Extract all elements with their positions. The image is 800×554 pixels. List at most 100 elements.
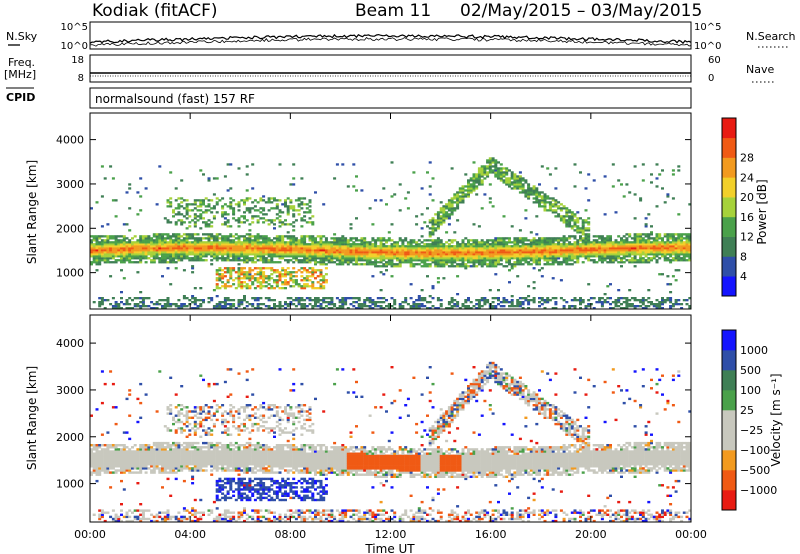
power-cell (289, 273, 293, 276)
power-cell (141, 253, 145, 256)
velocity-cell (90, 450, 93, 453)
power-cell (472, 161, 476, 164)
power-cell (103, 177, 107, 180)
power-cell (385, 253, 388, 256)
power-cell (180, 201, 184, 204)
power-cell (133, 249, 137, 252)
power-cell (639, 251, 643, 254)
power-cell (174, 245, 178, 248)
power-cell (349, 243, 353, 246)
power-cell (90, 207, 93, 210)
power-cell (548, 299, 552, 302)
power-cell (240, 283, 244, 286)
power-cell (193, 259, 197, 262)
power-cell (346, 255, 350, 258)
power-cell (595, 301, 599, 304)
power-cell (199, 299, 203, 302)
power-cell (324, 243, 328, 246)
power-cell (251, 217, 255, 220)
power-cell (122, 257, 126, 260)
power-cell (229, 253, 233, 256)
power-cell (529, 253, 533, 256)
power-cell (456, 247, 460, 250)
power-cell (551, 241, 555, 244)
power-cell (259, 199, 263, 202)
power-cell (111, 237, 115, 240)
power-cell (199, 303, 203, 306)
power-cell (513, 243, 517, 246)
power-cell (562, 235, 566, 238)
power-cell (494, 165, 498, 168)
power-cell (573, 235, 577, 238)
power-cell (636, 247, 640, 250)
power-cell (204, 255, 208, 258)
power-cell (486, 239, 490, 242)
power-cell (248, 245, 252, 248)
power-cell (510, 257, 514, 260)
power-cell (360, 241, 364, 244)
power-cell (469, 249, 473, 252)
power-cell (221, 237, 225, 240)
power-cell (109, 251, 113, 254)
power-cell (368, 249, 372, 252)
power-cell (215, 233, 219, 236)
power-cell (685, 245, 689, 248)
velocity-cell (141, 458, 145, 462)
power-cell (546, 259, 550, 262)
power-cell (256, 259, 260, 262)
power-cell (628, 259, 632, 262)
power-cell (663, 241, 667, 244)
power-cell (434, 245, 438, 248)
power-cell (259, 237, 263, 240)
power-cell (275, 217, 279, 220)
power-cell (314, 269, 317, 272)
power-cell (237, 203, 241, 206)
power-cell (521, 307, 525, 310)
velocity-cell (95, 471, 99, 474)
power-cell (398, 251, 402, 254)
power-cell (636, 239, 640, 242)
power-cell (215, 259, 219, 262)
power-cell (355, 307, 358, 310)
power-cell (262, 207, 266, 210)
power-cell (243, 203, 246, 206)
velocity-cell (120, 463, 123, 466)
power-cell (434, 243, 438, 246)
power-cell (412, 307, 416, 310)
power-cell (368, 247, 372, 250)
power-cell (232, 213, 236, 216)
velocity-cell (98, 473, 102, 476)
power-cell (136, 305, 140, 308)
power-cell (546, 297, 550, 300)
power-cell (374, 199, 378, 202)
power-cell (221, 259, 225, 262)
power-cell (240, 243, 244, 246)
power-cell (587, 223, 591, 226)
power-cell (308, 253, 312, 256)
power-cell (431, 287, 435, 290)
power-cell (308, 257, 312, 260)
power-cell (360, 249, 364, 252)
power-cell (630, 241, 634, 244)
power-cell (152, 247, 156, 250)
power-cell (458, 195, 462, 198)
velocity-cell (128, 465, 132, 468)
power-cell (273, 247, 276, 250)
power-cell (595, 255, 599, 258)
power-cell (620, 297, 623, 300)
power-cell (226, 213, 230, 216)
power-cell (420, 227, 424, 230)
power-cell (218, 277, 222, 280)
velocity-cell (114, 513, 118, 516)
velocity-cell (92, 471, 96, 474)
power-cell (270, 253, 274, 256)
power-cell (245, 301, 249, 304)
power-cell (559, 239, 563, 242)
power-cell (117, 251, 121, 254)
power-cell (641, 253, 645, 256)
power-cell (494, 263, 498, 266)
power-cell (442, 207, 446, 210)
power-cell (172, 259, 175, 262)
power-cell (445, 215, 449, 218)
power-cell (379, 297, 383, 300)
